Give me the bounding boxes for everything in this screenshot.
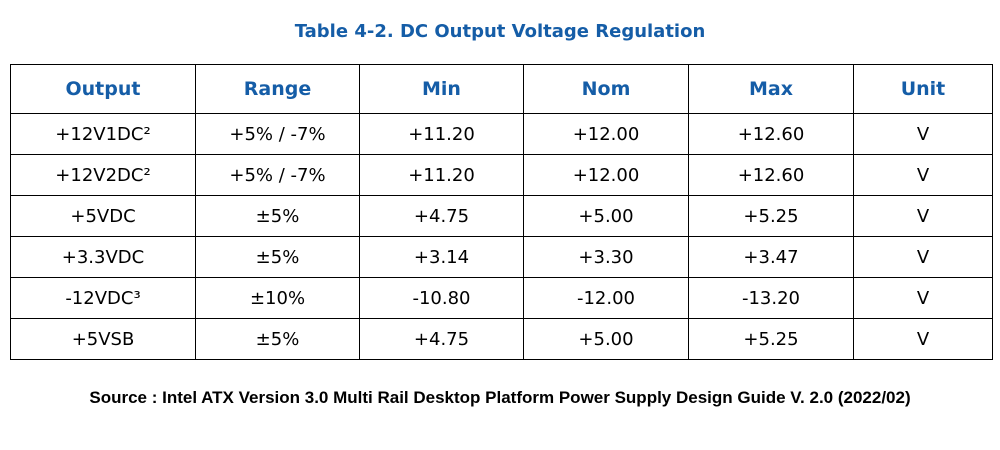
table-header-row: Output Range Min Nom Max Unit	[10, 64, 993, 114]
table-cell: ±5%	[195, 236, 360, 278]
table-cell: +5.25	[688, 318, 854, 360]
table-cell: +4.75	[359, 318, 524, 360]
table-cell: +5.25	[688, 195, 854, 237]
table-cell: +5.00	[523, 195, 689, 237]
table-cell: ±10%	[195, 277, 360, 319]
table-cell: +5% / -7%	[195, 154, 360, 196]
table-cell: +4.75	[359, 195, 524, 237]
dc-output-voltage-regulation-table: Output Range Min Nom Max Unit +12V1DC² +…	[10, 64, 993, 360]
table-cell: +3.30	[523, 236, 689, 278]
table-cell: +11.20	[359, 154, 524, 196]
page-title: Table 4-2. DC Output Voltage Regulation	[294, 21, 706, 42]
table-cell: V	[853, 195, 993, 237]
table-cell: -12.00	[523, 277, 689, 319]
table-cell: V	[853, 277, 993, 319]
column-header-unit: Unit	[853, 64, 993, 114]
column-header-output: Output	[10, 64, 196, 114]
table-cell: +12.60	[688, 113, 854, 155]
column-header-max: Max	[688, 64, 854, 114]
column-header-min: Min	[359, 64, 524, 114]
table-cell: +3.14	[359, 236, 524, 278]
table-cell: -10.80	[359, 277, 524, 319]
table-cell: +12.60	[688, 154, 854, 196]
table-cell: -13.20	[688, 277, 854, 319]
column-header-nom: Nom	[523, 64, 689, 114]
source-note: Source : Intel ATX Version 3.0 Multi Rai…	[89, 388, 911, 407]
table-row: +12V1DC² +5% / -7% +11.20 +12.00 +12.60 …	[10, 113, 993, 155]
table-row: +12V2DC² +5% / -7% +11.20 +12.00 +12.60 …	[10, 154, 993, 196]
table-cell: +3.47	[688, 236, 854, 278]
table-cell: +12V2DC²	[10, 154, 196, 196]
column-header-range: Range	[195, 64, 360, 114]
table-cell: ±5%	[195, 195, 360, 237]
table-cell: +11.20	[359, 113, 524, 155]
table-cell: +12.00	[523, 154, 689, 196]
table-cell: +3.3VDC	[10, 236, 196, 278]
table-cell: ±5%	[195, 318, 360, 360]
table-row: +5VSB ±5% +4.75 +5.00 +5.25 V	[10, 318, 993, 360]
table-cell: +5% / -7%	[195, 113, 360, 155]
table-cell: -12VDC³	[10, 277, 196, 319]
table-row: +5VDC ±5% +4.75 +5.00 +5.25 V	[10, 195, 993, 237]
table-row: -12VDC³ ±10% -10.80 -12.00 -13.20 V	[10, 277, 993, 319]
table-cell: +5.00	[523, 318, 689, 360]
table-cell: +12V1DC²	[10, 113, 196, 155]
table-cell: +5VSB	[10, 318, 196, 360]
table-cell: +12.00	[523, 113, 689, 155]
table-cell: +5VDC	[10, 195, 196, 237]
table-cell: V	[853, 113, 993, 155]
table-cell: V	[853, 154, 993, 196]
table-cell: V	[853, 318, 993, 360]
table-row: +3.3VDC ±5% +3.14 +3.30 +3.47 V	[10, 236, 993, 278]
table-cell: V	[853, 236, 993, 278]
